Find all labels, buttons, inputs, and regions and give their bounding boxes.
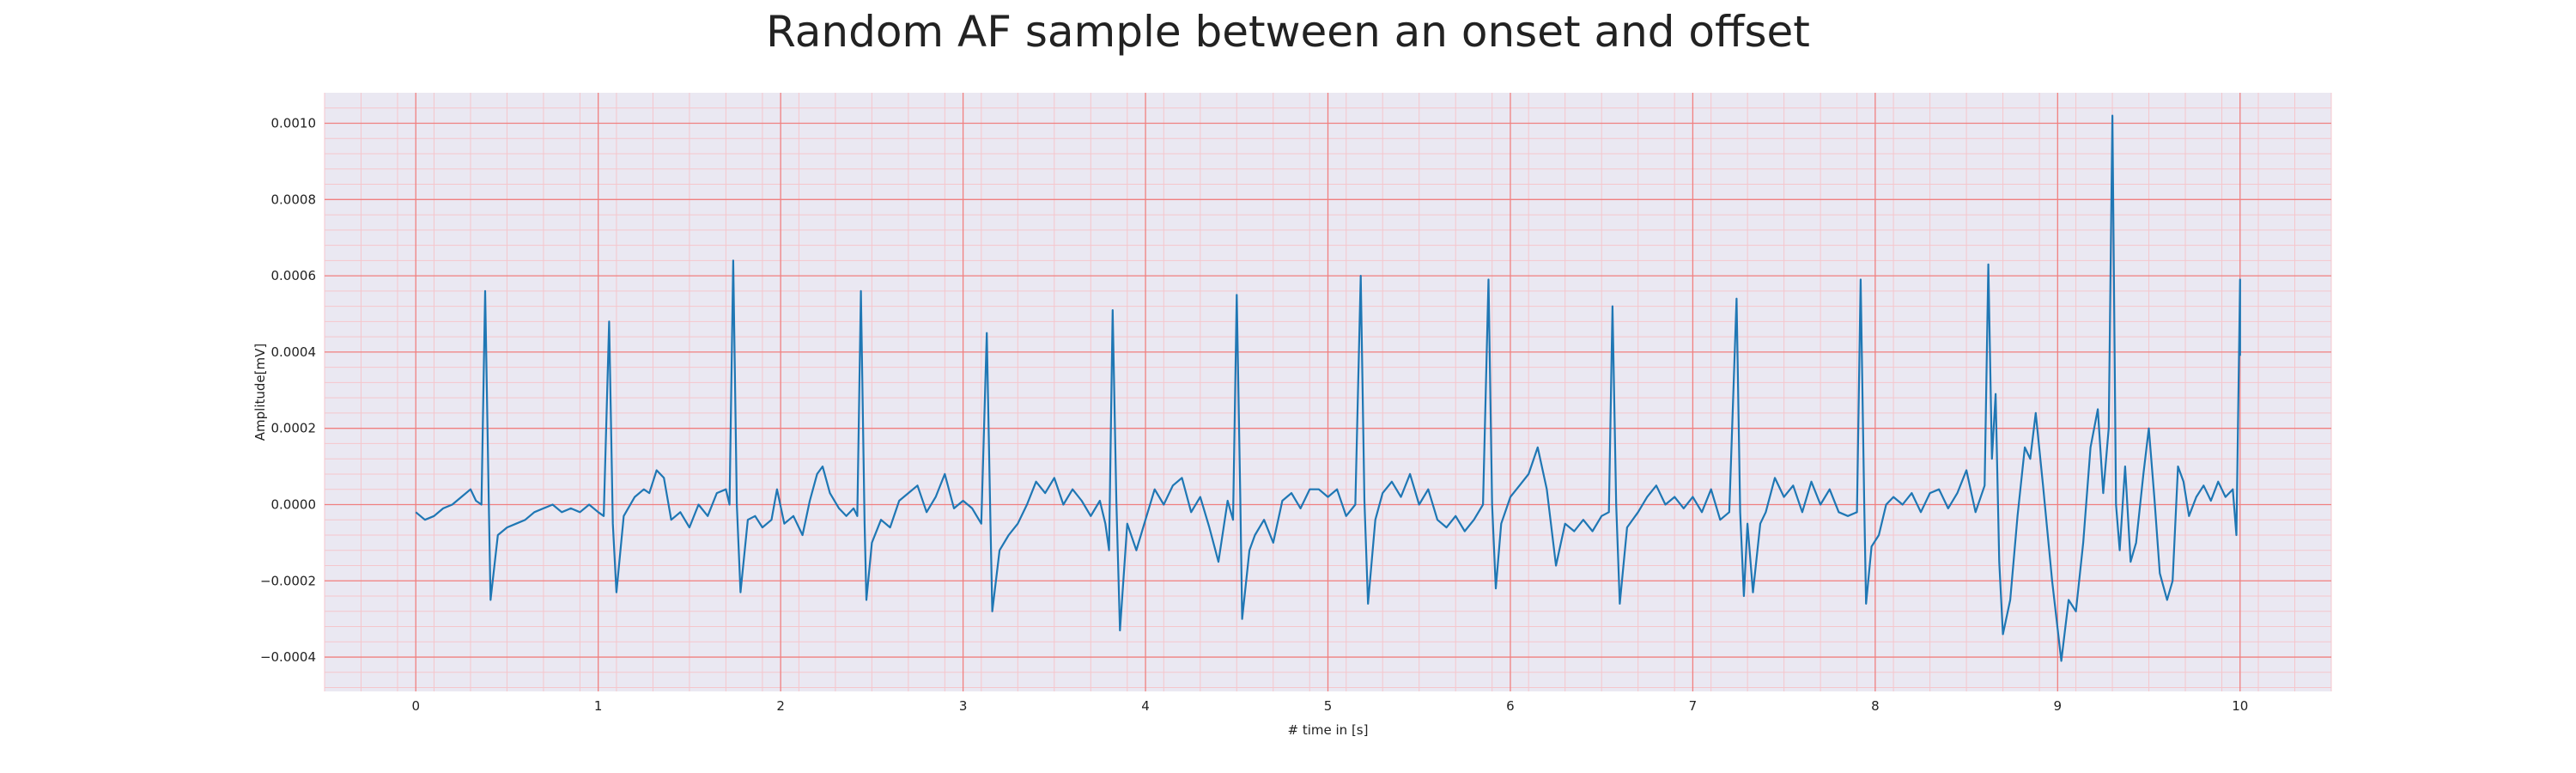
y-tick-label: −0.0002 <box>260 573 316 588</box>
x-axis-label: # time in [s] <box>1288 722 1369 738</box>
x-tick-label: 1 <box>594 698 603 714</box>
x-tick-label: 3 <box>959 698 968 714</box>
x-tick-label: 9 <box>2054 698 2063 714</box>
x-tick-label: 4 <box>1141 698 1150 714</box>
x-axis-tick-labels: 0 1 2 3 4 5 6 7 8 9 10 <box>411 698 2248 714</box>
y-tick-label: 0.0000 <box>271 496 317 512</box>
y-tick-label: −0.0004 <box>260 649 316 665</box>
x-tick-label: 10 <box>2232 698 2248 714</box>
y-tick-label: 0.0004 <box>271 344 317 360</box>
x-tick-label: 0 <box>411 698 420 714</box>
x-tick-label: 7 <box>1689 698 1698 714</box>
x-tick-label: 5 <box>1324 698 1333 714</box>
y-tick-label: 0.0010 <box>271 116 317 131</box>
x-tick-label: 6 <box>1506 698 1515 714</box>
y-axis-tick-labels: −0.0004 −0.0002 0.0000 0.0002 0.0004 0.0006 0.… <box>260 116 316 666</box>
x-tick-label: 2 <box>776 698 785 714</box>
y-tick-label: 0.0006 <box>271 268 317 283</box>
chart-title: Random AF sample between an onset and of… <box>766 7 1810 57</box>
series-line <box>415 114 2241 662</box>
y-axis-label: Amplitude[mV] <box>252 344 268 441</box>
y-tick-label: 0.0008 <box>271 192 317 207</box>
y-tick-label: 0.0002 <box>271 421 317 436</box>
x-tick-label: 8 <box>1871 698 1880 714</box>
